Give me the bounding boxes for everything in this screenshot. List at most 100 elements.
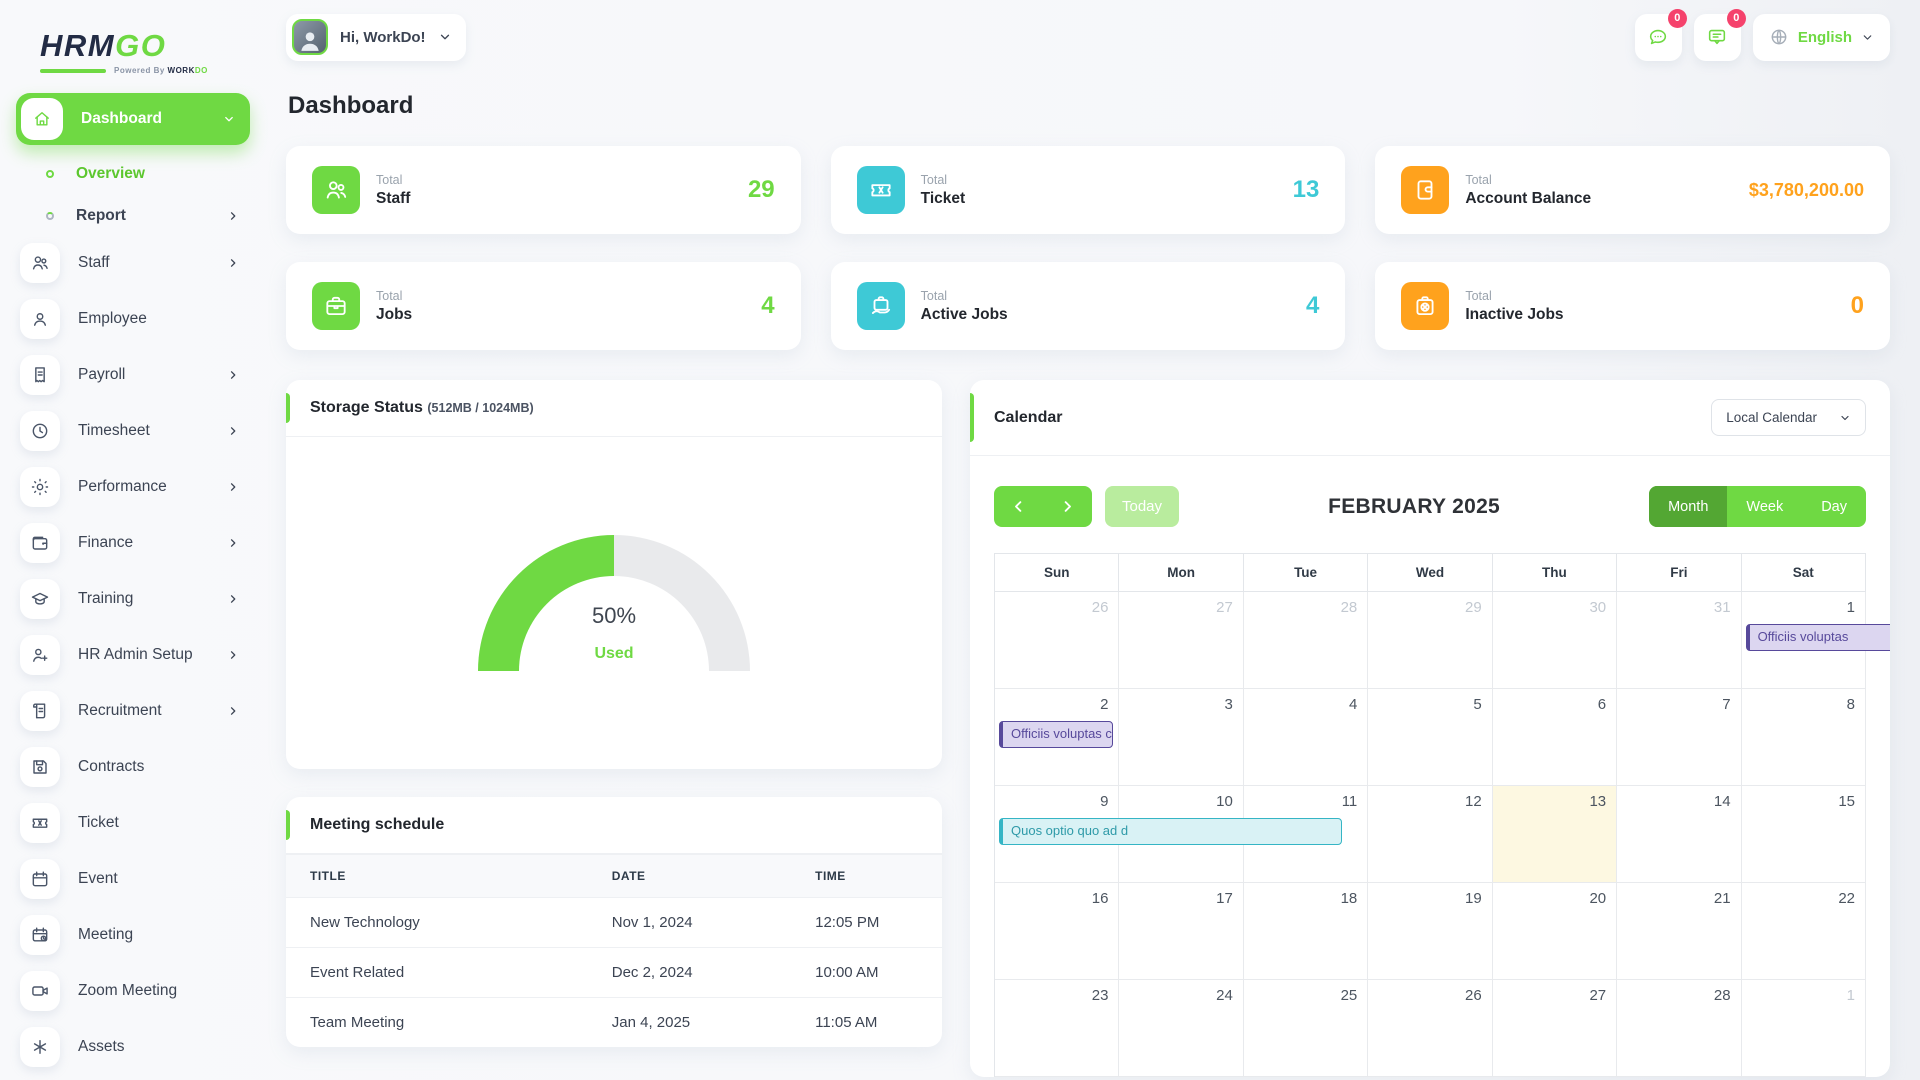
calendar-day-cell[interactable]: 18	[1243, 883, 1369, 980]
language-selector[interactable]: English	[1752, 13, 1890, 61]
weekday-header-sun: Sun	[995, 554, 1120, 592]
sidebar-item-timesheet[interactable]: Timesheet	[16, 409, 250, 453]
sidebar-item-ticket[interactable]: Ticket	[16, 801, 250, 845]
calendar-day-cell[interactable]: 4	[1243, 689, 1369, 786]
day-number: 7	[1722, 696, 1731, 713]
calendar-icon	[32, 871, 48, 887]
sidebar-item-overview[interactable]: Overview	[16, 157, 240, 191]
calendar-day-cell[interactable]: 28	[1243, 592, 1369, 689]
calendar-day-cell[interactable]: 23	[995, 980, 1120, 1077]
calendar-day-cell[interactable]: 1	[1741, 980, 1866, 1077]
calendar-day-cell[interactable]: 9 Quos optio quo ad d	[995, 786, 1342, 883]
calendar-prev-button[interactable]	[994, 486, 1043, 527]
bullet-icon	[46, 212, 54, 220]
calendar-day-cell[interactable]: 7	[1617, 689, 1742, 786]
day-number: 3	[1224, 696, 1233, 713]
profile-menu[interactable]: Hi, WorkDo!	[286, 13, 466, 61]
calendar-event[interactable]: Officiis voluptas c	[999, 721, 1114, 748]
calendar-day-cell[interactable]: 17	[1119, 883, 1244, 980]
calendar-view-week[interactable]: Week	[1727, 486, 1802, 527]
app-logo[interactable]: HRMGO Powered By WORKDO	[16, 22, 250, 93]
calendar-today-button[interactable]: Today	[1105, 486, 1180, 527]
weekday-header-tue: Tue	[1243, 554, 1369, 592]
calendar-day-cell[interactable]: 2 Officiis voluptas c	[995, 689, 1120, 786]
day-number: 25	[1340, 987, 1358, 1004]
calendar-day-cell[interactable]: 13	[1492, 786, 1618, 883]
calendar-day-cell[interactable]: 15	[1741, 786, 1866, 883]
calendar-toolbar: Today FEBRUARY 2025 Month Week Day	[994, 486, 1866, 527]
calendar-day-cell[interactable]: 31	[1617, 592, 1742, 689]
calendar-day-cell[interactable]: 27	[1492, 980, 1618, 1077]
sidebar-item-assets[interactable]: Assets	[16, 1025, 250, 1069]
calendar-day-cell[interactable]: 19	[1368, 883, 1493, 980]
calendar-day-cell[interactable]: 26	[1368, 980, 1493, 1077]
day-number: 23	[1091, 987, 1109, 1004]
sidebar-item-event[interactable]: Event	[16, 857, 250, 901]
calendar-day-cell[interactable]: 21	[1617, 883, 1742, 980]
sidebar-item-staff[interactable]: Staff	[16, 241, 250, 285]
user-icon	[33, 313, 47, 326]
calendar-view-day[interactable]: Day	[1802, 486, 1866, 527]
stat-label: Inactive Jobs	[1465, 305, 1564, 323]
calendar-day-cell[interactable]: 5	[1368, 689, 1493, 786]
calendar-day-cell[interactable]: 28	[1617, 980, 1742, 1077]
meeting-date-cell: Nov 1, 2024	[587, 897, 792, 948]
calendar-day-cell[interactable]: 1 Officiis voluptas	[1741, 592, 1890, 689]
calendar-day-cell[interactable]: 20	[1492, 883, 1618, 980]
calendar-day-cell[interactable]: 11	[1243, 786, 1369, 883]
weekday-header-mon: Mon	[1119, 554, 1244, 592]
calendar-day-cell[interactable]: 30	[1492, 592, 1618, 689]
sidebar-item-dashboard[interactable]: Dashboard	[16, 93, 250, 145]
day-number: 28	[1340, 599, 1358, 616]
sidebar-icon-box	[20, 691, 60, 731]
notifications-button[interactable]: 0	[1693, 8, 1746, 61]
calendar-source-select[interactable]: Local Calendar	[1711, 399, 1866, 436]
calendar-view-month[interactable]: Month	[1649, 486, 1728, 527]
meeting-date-cell: Dec 2, 2024	[587, 947, 792, 998]
day-number: 1	[1846, 599, 1855, 616]
sidebar-item-payroll[interactable]: Payroll	[16, 353, 250, 397]
sidebar-item-label: Event	[78, 870, 118, 887]
sidebar-item-contracts[interactable]: Contracts	[16, 745, 250, 789]
storage-gauge: 50% Used	[478, 535, 750, 671]
sidebar-icon-box	[20, 915, 60, 955]
chat-button[interactable]: 0	[1634, 8, 1687, 61]
stat-value: 0	[1850, 292, 1864, 319]
calendar-day-cell[interactable]: 3	[1119, 689, 1244, 786]
stat-icon-box	[312, 282, 360, 330]
chevron-right-icon	[230, 707, 236, 715]
sidebar-item-report[interactable]: Report	[16, 199, 240, 233]
stat-label: Ticket	[920, 189, 966, 207]
calendar-day-cell[interactable]: 24	[1119, 980, 1244, 1077]
sidebar-item-employee[interactable]: Employee	[16, 297, 250, 341]
calendar-day-cell[interactable]: 12	[1368, 786, 1493, 883]
sidebar-item-training[interactable]: Training	[16, 577, 250, 621]
calendar-day-cell[interactable]: 14	[1617, 786, 1742, 883]
calendar-event[interactable]: Officiis voluptas	[1745, 624, 1890, 651]
sidebar-item-meeting[interactable]: Meeting	[16, 913, 250, 957]
day-number: 31	[1713, 599, 1731, 616]
calendar-day-cell[interactable]: 8	[1741, 689, 1866, 786]
sidebar-item-performance[interactable]: Performance	[16, 465, 250, 509]
calendar-day-cell[interactable]: 26	[995, 592, 1120, 689]
sidebar-item-finance[interactable]: Finance	[16, 521, 250, 565]
sidebar-item-zoom-meeting[interactable]: Zoom Meeting	[16, 969, 250, 1013]
calendar-day-cell[interactable]: 29	[1368, 592, 1493, 689]
day-number: 2	[1100, 696, 1109, 713]
calendar-source-value: Local Calendar	[1726, 410, 1817, 425]
receipt-icon	[35, 367, 45, 383]
calendar-day-cell[interactable]: 6	[1492, 689, 1618, 786]
sidebar-item-recruitment[interactable]: Recruitment	[16, 689, 250, 733]
meeting-title-cell: Team Meeting	[310, 1014, 405, 1031]
calendar-day-cell[interactable]: 16	[995, 883, 1120, 980]
sidebar-item-label: Zoom Meeting	[78, 982, 178, 999]
calendar-day-cell[interactable]: 25	[1243, 980, 1369, 1077]
chevron-right-icon	[230, 483, 236, 491]
day-number: 16	[1091, 890, 1109, 907]
calendar-day-cell[interactable]: 22	[1741, 883, 1866, 980]
calendar-grid: Sun Mon Tue Wed Thu Fri Sat 26 27 28 29 30 31 1 Offic…	[994, 553, 1890, 1077]
calendar-next-button[interactable]	[1043, 486, 1092, 527]
calendar-event[interactable]: Quos optio quo ad d	[999, 818, 1342, 845]
sidebar-item-hr-admin-setup[interactable]: HR Admin Setup	[16, 633, 250, 677]
calendar-day-cell[interactable]: 27	[1119, 592, 1244, 689]
